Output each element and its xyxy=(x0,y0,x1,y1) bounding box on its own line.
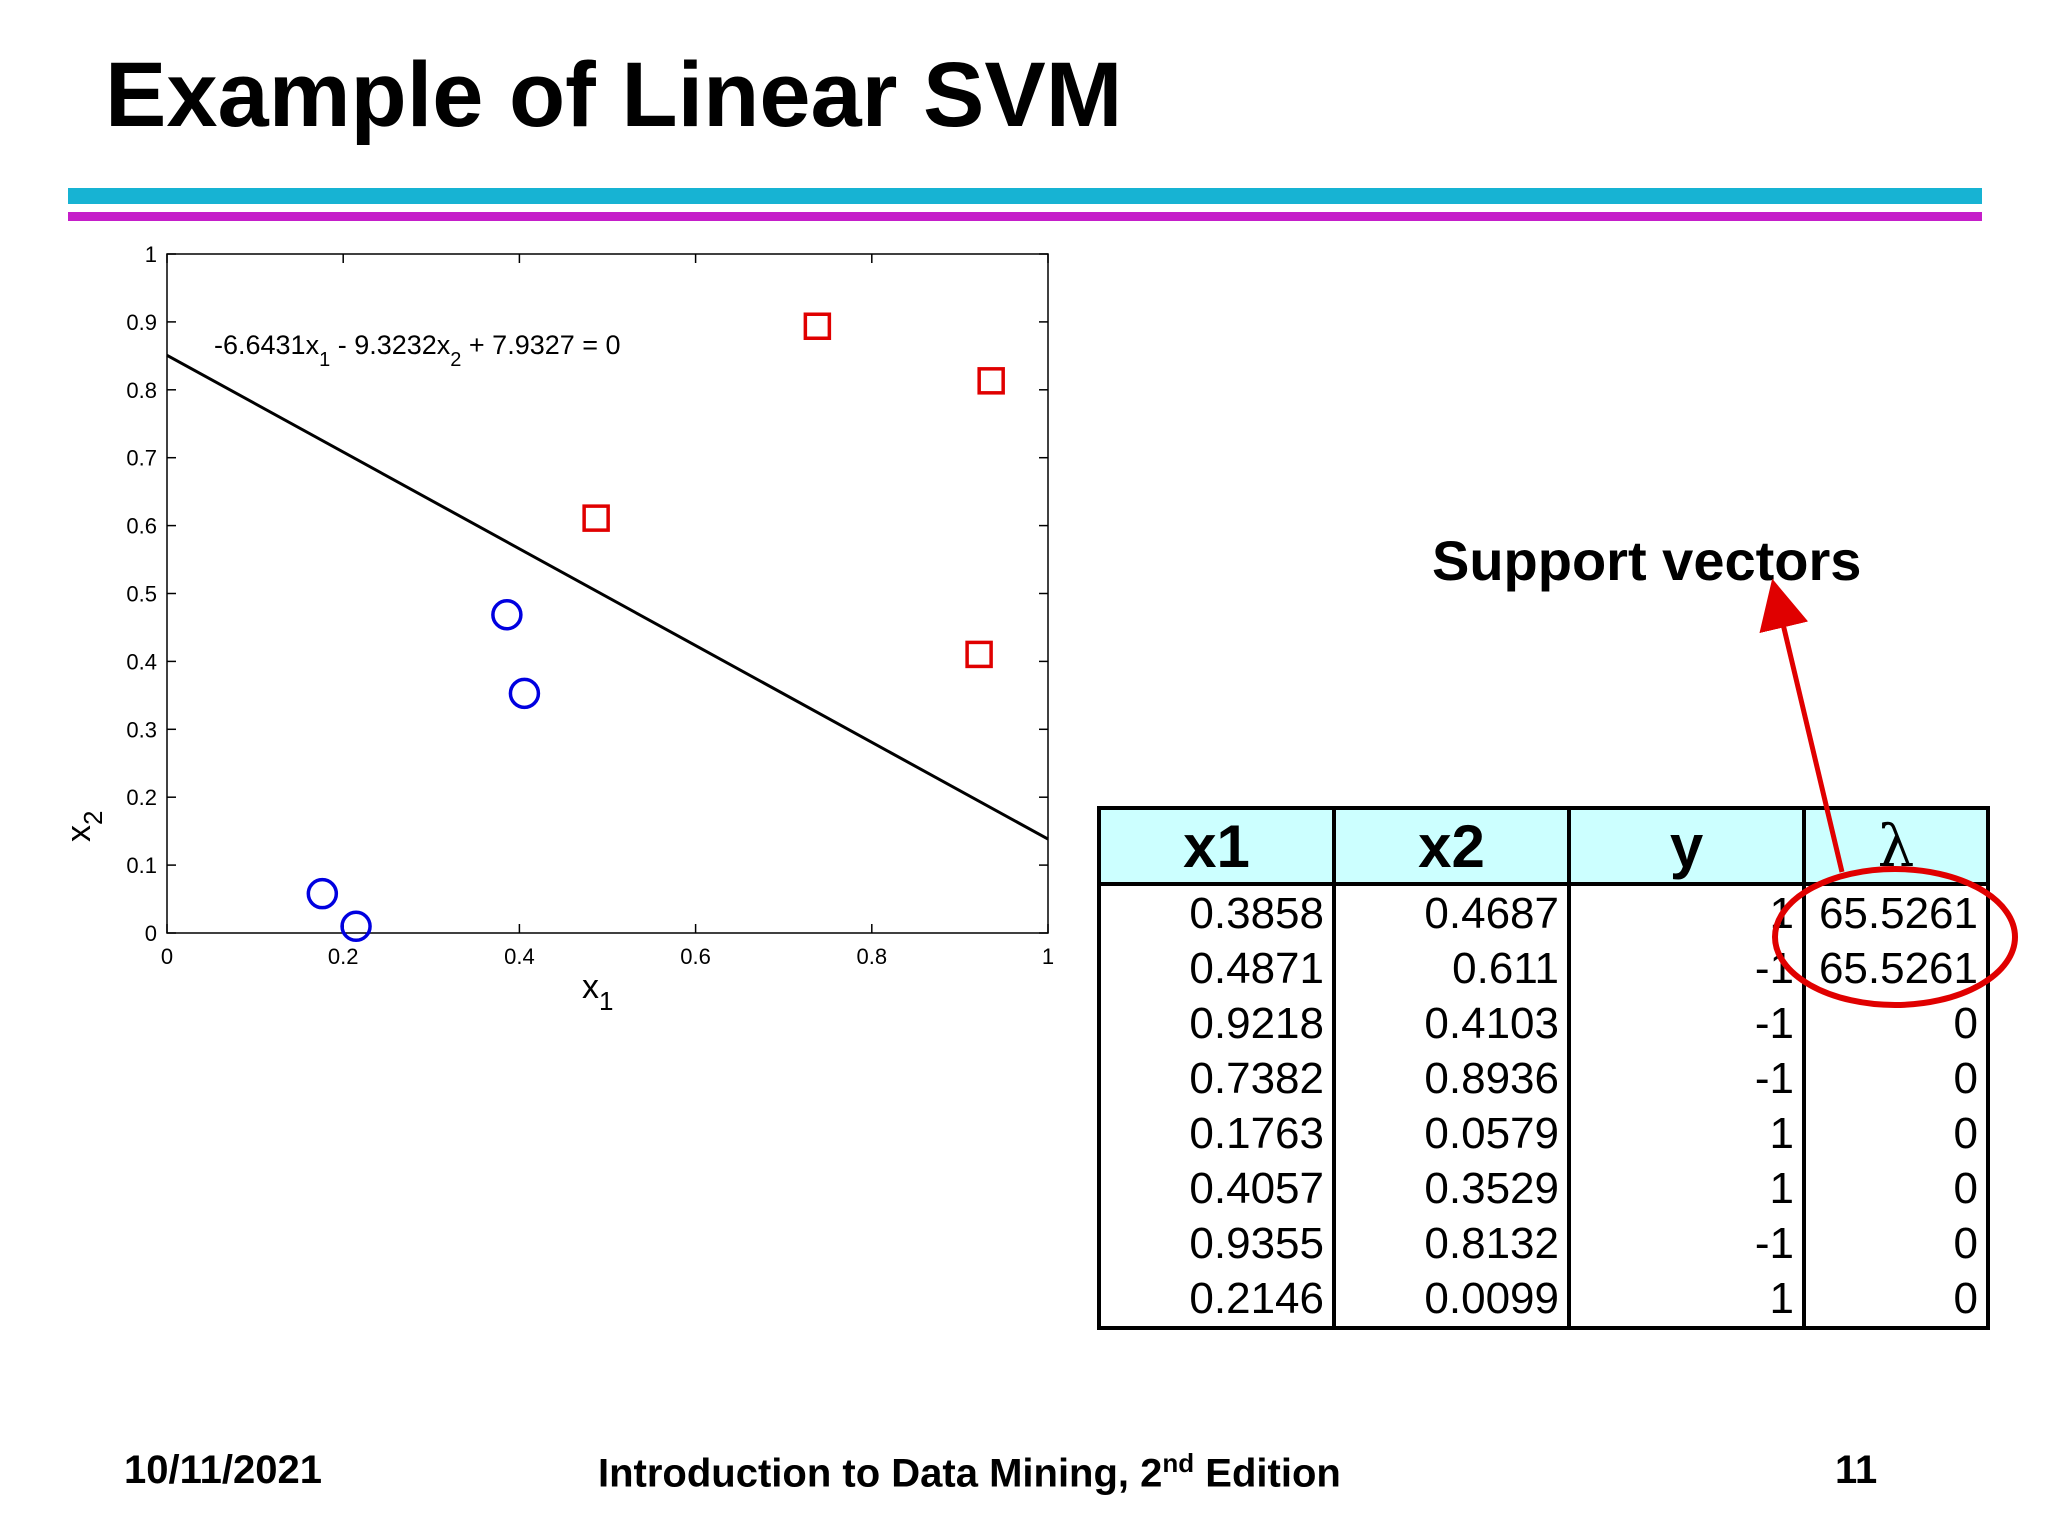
table-cell-y: -1 xyxy=(1567,941,1806,996)
table-row: 0.9218 0.4103 -1 0 xyxy=(1097,996,1990,1051)
table-cell-x2: 0.611 xyxy=(1332,941,1571,996)
table-cell-lambda: 65.5261 xyxy=(1802,941,1990,996)
y-tick-label: 0.9 xyxy=(126,310,157,335)
column-header-x2: x2 xyxy=(1332,808,1571,886)
y-tick-label: 0.7 xyxy=(126,446,157,471)
table-row: 0.7382 0.8936 -1 0 xyxy=(1097,1051,1990,1106)
table-cell-lambda: 0 xyxy=(1802,1051,1990,1106)
table-cell-x1: 0.1763 xyxy=(1097,1106,1336,1161)
y-tick-label: 0.6 xyxy=(126,514,157,539)
table-cell-x1: 0.9355 xyxy=(1097,1216,1336,1271)
footer-book-title: Introduction to Data Mining, 2nd Edition xyxy=(598,1448,1341,1496)
square-point xyxy=(803,312,832,340)
table-cell-x2: 0.0099 xyxy=(1332,1271,1571,1328)
y-tick-label: 0.3 xyxy=(126,717,157,742)
y-tick-label: 0.4 xyxy=(126,649,157,674)
table-cell-x1: 0.3858 xyxy=(1097,884,1336,941)
table-cell-lambda: 0 xyxy=(1802,1216,1990,1271)
table-cell-y: 1 xyxy=(1567,1106,1806,1161)
table-cell-x2: 0.8936 xyxy=(1332,1051,1571,1106)
table-cell-lambda: 0 xyxy=(1802,1106,1990,1161)
circle-point xyxy=(508,677,541,710)
x-tick-label: 0.4 xyxy=(504,944,535,969)
table-row: 0.4871 0.611 -1 65.5261 xyxy=(1097,941,1990,996)
x-tick-label: 0 xyxy=(161,944,173,969)
x-tick-label: 0.8 xyxy=(857,944,888,969)
column-header-lambda: λ xyxy=(1802,808,1990,886)
y-tick-label: 0.1 xyxy=(126,853,157,878)
equation-part: + 7.9327 = 0 xyxy=(461,330,620,360)
y-tick-label: 0.5 xyxy=(126,582,157,607)
table-cell-x2: 0.4103 xyxy=(1332,996,1571,1051)
table-row: 0.2146 0.0099 1 0 xyxy=(1097,1271,1990,1328)
column-header-y: y xyxy=(1567,808,1806,886)
table-cell-y: 1 xyxy=(1567,1271,1806,1328)
equation-part: - 9.3232x xyxy=(330,330,451,360)
table-cell-lambda: 0 xyxy=(1802,996,1990,1051)
column-header-x1: x1 xyxy=(1097,808,1336,886)
equation-part: -6.6431x xyxy=(214,330,320,360)
table-cell-y: -1 xyxy=(1567,1216,1806,1271)
table-row: 0.1763 0.0579 1 0 xyxy=(1097,1106,1990,1161)
circle-point xyxy=(340,910,372,943)
y-tick-label: 1 xyxy=(145,242,157,267)
table-cell-x2: 0.4687 xyxy=(1332,884,1571,941)
table-cell-y: 1 xyxy=(1567,1161,1806,1216)
decision-boundary-equation: -6.6431x1 - 9.3232x2 + 7.9327 = 0 xyxy=(214,330,621,371)
x-axis-label: x1 xyxy=(582,968,613,1016)
equation-subscript: 1 xyxy=(319,349,330,371)
table-row: 0.9355 0.8132 -1 0 xyxy=(1097,1216,1990,1271)
y-axis-label: x2 xyxy=(60,811,108,842)
table-cell-x2: 0.8132 xyxy=(1332,1216,1571,1271)
equation-subscript: 2 xyxy=(450,349,461,371)
table-cell-y: -1 xyxy=(1567,1051,1806,1106)
footer-page-number: 11 xyxy=(1835,1448,1878,1492)
table-cell-lambda: 0 xyxy=(1802,1271,1990,1328)
table-cell-x1: 0.9218 xyxy=(1097,996,1336,1051)
footer-date: 10/11/2021 xyxy=(124,1448,322,1492)
x-tick-label: 1 xyxy=(1042,944,1054,969)
table-row: 0.4057 0.3529 1 0 xyxy=(1097,1161,1990,1216)
table-cell-x1: 0.2146 xyxy=(1097,1271,1336,1328)
support-vectors-label: Support vectors xyxy=(1432,529,1862,592)
x-tick-label: 0.6 xyxy=(680,944,711,969)
table-cell-x2: 0.0579 xyxy=(1332,1106,1571,1161)
title-rule-cyan xyxy=(68,188,1982,204)
square-point xyxy=(582,504,610,532)
table-cell-x2: 0.3529 xyxy=(1332,1161,1571,1216)
decision-boundary-line xyxy=(166,353,1049,841)
square-point xyxy=(965,640,993,669)
y-tick-label: 0.8 xyxy=(126,378,157,403)
square-point xyxy=(977,367,1005,395)
table-cell-x1: 0.7382 xyxy=(1097,1051,1336,1106)
slide-title: Example of Linear SVM xyxy=(105,44,1123,146)
title-rule-magenta xyxy=(68,212,1982,221)
table-cell-x1: 0.4871 xyxy=(1097,941,1336,996)
table-row: 0.3858 0.4687 1 65.5261 xyxy=(1097,884,1990,941)
table-cell-y: 1 xyxy=(1567,884,1806,941)
table-cell-lambda: 65.5261 xyxy=(1802,884,1990,941)
table-cell-lambda: 0 xyxy=(1802,1161,1990,1216)
y-tick-label: 0.2 xyxy=(126,785,157,810)
table-cell-y: -1 xyxy=(1567,996,1806,1051)
y-tick-label: 0 xyxy=(145,921,157,946)
table-header-row: x1 x2 y λ xyxy=(1097,808,1990,886)
table-cell-x1: 0.4057 xyxy=(1097,1161,1336,1216)
svm-scatter-plot: 0 0.2 0.4 0.6 0.8 1 0 0.1 0.2 0.3 0.4 0.5 0.6 0.7 0.8 0… xyxy=(60,242,1054,1016)
circle-point xyxy=(491,599,523,631)
training-data-table: x1 x2 y λ 0.3858 0.4687 1 65.5261 0.4871 0.61… xyxy=(1097,806,1990,1330)
x-tick-label: 0.2 xyxy=(328,944,359,969)
circle-point xyxy=(306,877,339,910)
